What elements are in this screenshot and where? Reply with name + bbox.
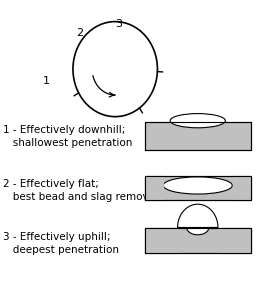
Polygon shape — [233, 176, 251, 200]
Text: 3 - Effectively uphill;
   deepest penetration: 3 - Effectively uphill; deepest penetrat… — [3, 232, 119, 255]
Polygon shape — [145, 176, 163, 200]
Bar — [145, 122, 251, 150]
Ellipse shape — [170, 113, 225, 128]
Text: 1 - Effectively downhill;
   shallowest penetration: 1 - Effectively downhill; shallowest pen… — [3, 125, 132, 149]
Text: 2: 2 — [76, 28, 83, 38]
Polygon shape — [218, 228, 251, 253]
Bar — [145, 228, 251, 253]
Text: 1: 1 — [42, 76, 50, 86]
Text: 3: 3 — [115, 20, 123, 29]
Ellipse shape — [163, 177, 232, 194]
Polygon shape — [178, 204, 218, 235]
Text: 2 - Effectively flat;
   best bead and slag removal: 2 - Effectively flat; best bead and slag… — [3, 179, 157, 202]
Polygon shape — [145, 228, 178, 253]
Bar — [145, 176, 251, 200]
